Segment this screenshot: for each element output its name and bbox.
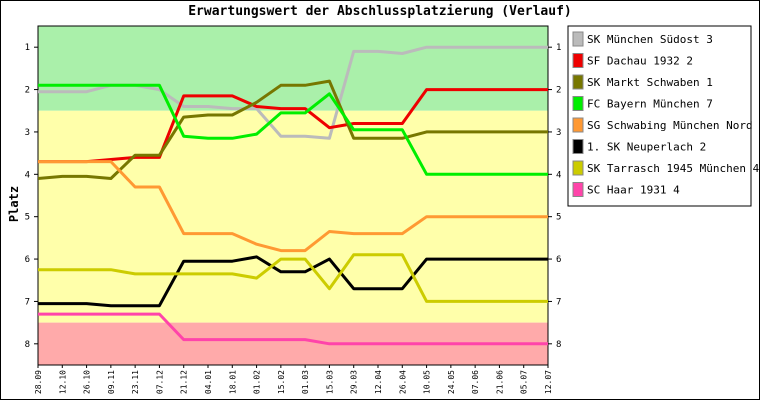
legend-swatch-1 — [572, 53, 584, 68]
y-tick-label-right-4: 4 — [556, 170, 561, 180]
x-tick-label-16: 10.05 — [423, 370, 432, 394]
y-tick-label-right-1: 1 — [556, 43, 561, 53]
legend-label-6: SK Tarrasch 1945 München 4 — [587, 162, 760, 175]
y-tick-label-right-8: 8 — [556, 340, 561, 350]
y-tick-label-left-2: 2 — [25, 86, 30, 96]
y-tick-label-left-5: 5 — [25, 213, 30, 223]
series-line-6 — [38, 253, 548, 303]
x-tick-label-7: 04.01 — [204, 370, 213, 394]
x-tick-label-20: 05.07 — [520, 370, 529, 394]
y-tick-label-right-6: 6 — [556, 255, 561, 265]
y-tick-label-left-1: 1 — [25, 43, 30, 53]
legend-label-3: FC Bayern München 7 — [587, 98, 713, 111]
x-tick-label-18: 07.06 — [471, 370, 480, 394]
x-tick-label-17: 24.05 — [447, 370, 456, 394]
legend-label-7: SC Haar 1931 4 — [587, 184, 680, 197]
series-line-4 — [38, 160, 548, 253]
y-tick-label-left-7: 7 — [25, 297, 30, 307]
x-tick-label-12: 15.03 — [325, 370, 334, 394]
y-tick-label-left-8: 8 — [25, 340, 30, 350]
legend-label-4: SG Schwabing München Nord 2 — [587, 119, 760, 132]
legend-label-2: SK Markt Schwaben 1 — [587, 76, 713, 89]
x-tick-label-1: 12.10 — [58, 370, 67, 394]
x-tick-label-21: 12.07 — [544, 370, 553, 394]
y-tick-label-right-5: 5 — [556, 213, 561, 223]
x-tick-label-2: 26.10 — [83, 370, 92, 394]
y-tick-label-right-2: 2 — [556, 86, 561, 96]
legend-swatch-6 — [572, 160, 584, 176]
x-tick-label-3: 09.11 — [107, 370, 116, 394]
x-tick-label-15: 26.04 — [398, 370, 407, 394]
legend-swatch-0 — [572, 31, 584, 47]
legend-swatch-2 — [572, 74, 584, 90]
y-tick-label-right-7: 7 — [556, 297, 561, 307]
series-line-1 — [38, 88, 548, 164]
series-line-5 — [38, 255, 548, 308]
series-line-7 — [38, 312, 548, 346]
x-tick-label-10: 15.02 — [277, 370, 286, 394]
x-tick-label-8: 18.01 — [228, 370, 237, 394]
legend-label-1: SF Dachau 1932 2 — [587, 55, 693, 68]
x-tick-label-19: 21.06 — [495, 370, 504, 394]
y-tick-label-left-6: 6 — [25, 255, 30, 265]
x-tick-label-14: 12.04 — [374, 370, 383, 394]
x-tick-label-0: 28.09 — [34, 370, 43, 394]
legend-box — [567, 25, 752, 207]
series-line-3 — [38, 83, 548, 176]
legend-label-0: SK München Südost 3 — [587, 33, 713, 46]
x-tick-label-11: 01.03 — [301, 370, 310, 394]
x-tick-label-5: 07.12 — [155, 370, 164, 394]
zone-band-0 — [38, 26, 548, 111]
chart-title: Erwartungswert der Abschlussplatzierung … — [188, 4, 572, 19]
y-tick-label-right-3: 3 — [556, 128, 561, 138]
x-tick-label-6: 21.12 — [180, 370, 189, 394]
series-line-2 — [37, 79, 548, 180]
legend-swatch-3 — [572, 96, 584, 111]
x-tick-label-13: 29.03 — [350, 370, 359, 394]
x-tick-label-9: 01.02 — [253, 370, 262, 394]
plot-border — [37, 25, 549, 366]
x-tick-label-4: 23.11 — [131, 370, 140, 394]
legend-swatch-7 — [572, 182, 584, 197]
y-tick-label-left-4: 4 — [25, 170, 30, 180]
legend-label-5: 1. SK Neuperlach 2 — [587, 141, 706, 154]
y-tick-label-left-3: 3 — [25, 128, 30, 138]
legend-swatch-4 — [572, 117, 584, 133]
legend-swatch-5 — [572, 139, 584, 154]
